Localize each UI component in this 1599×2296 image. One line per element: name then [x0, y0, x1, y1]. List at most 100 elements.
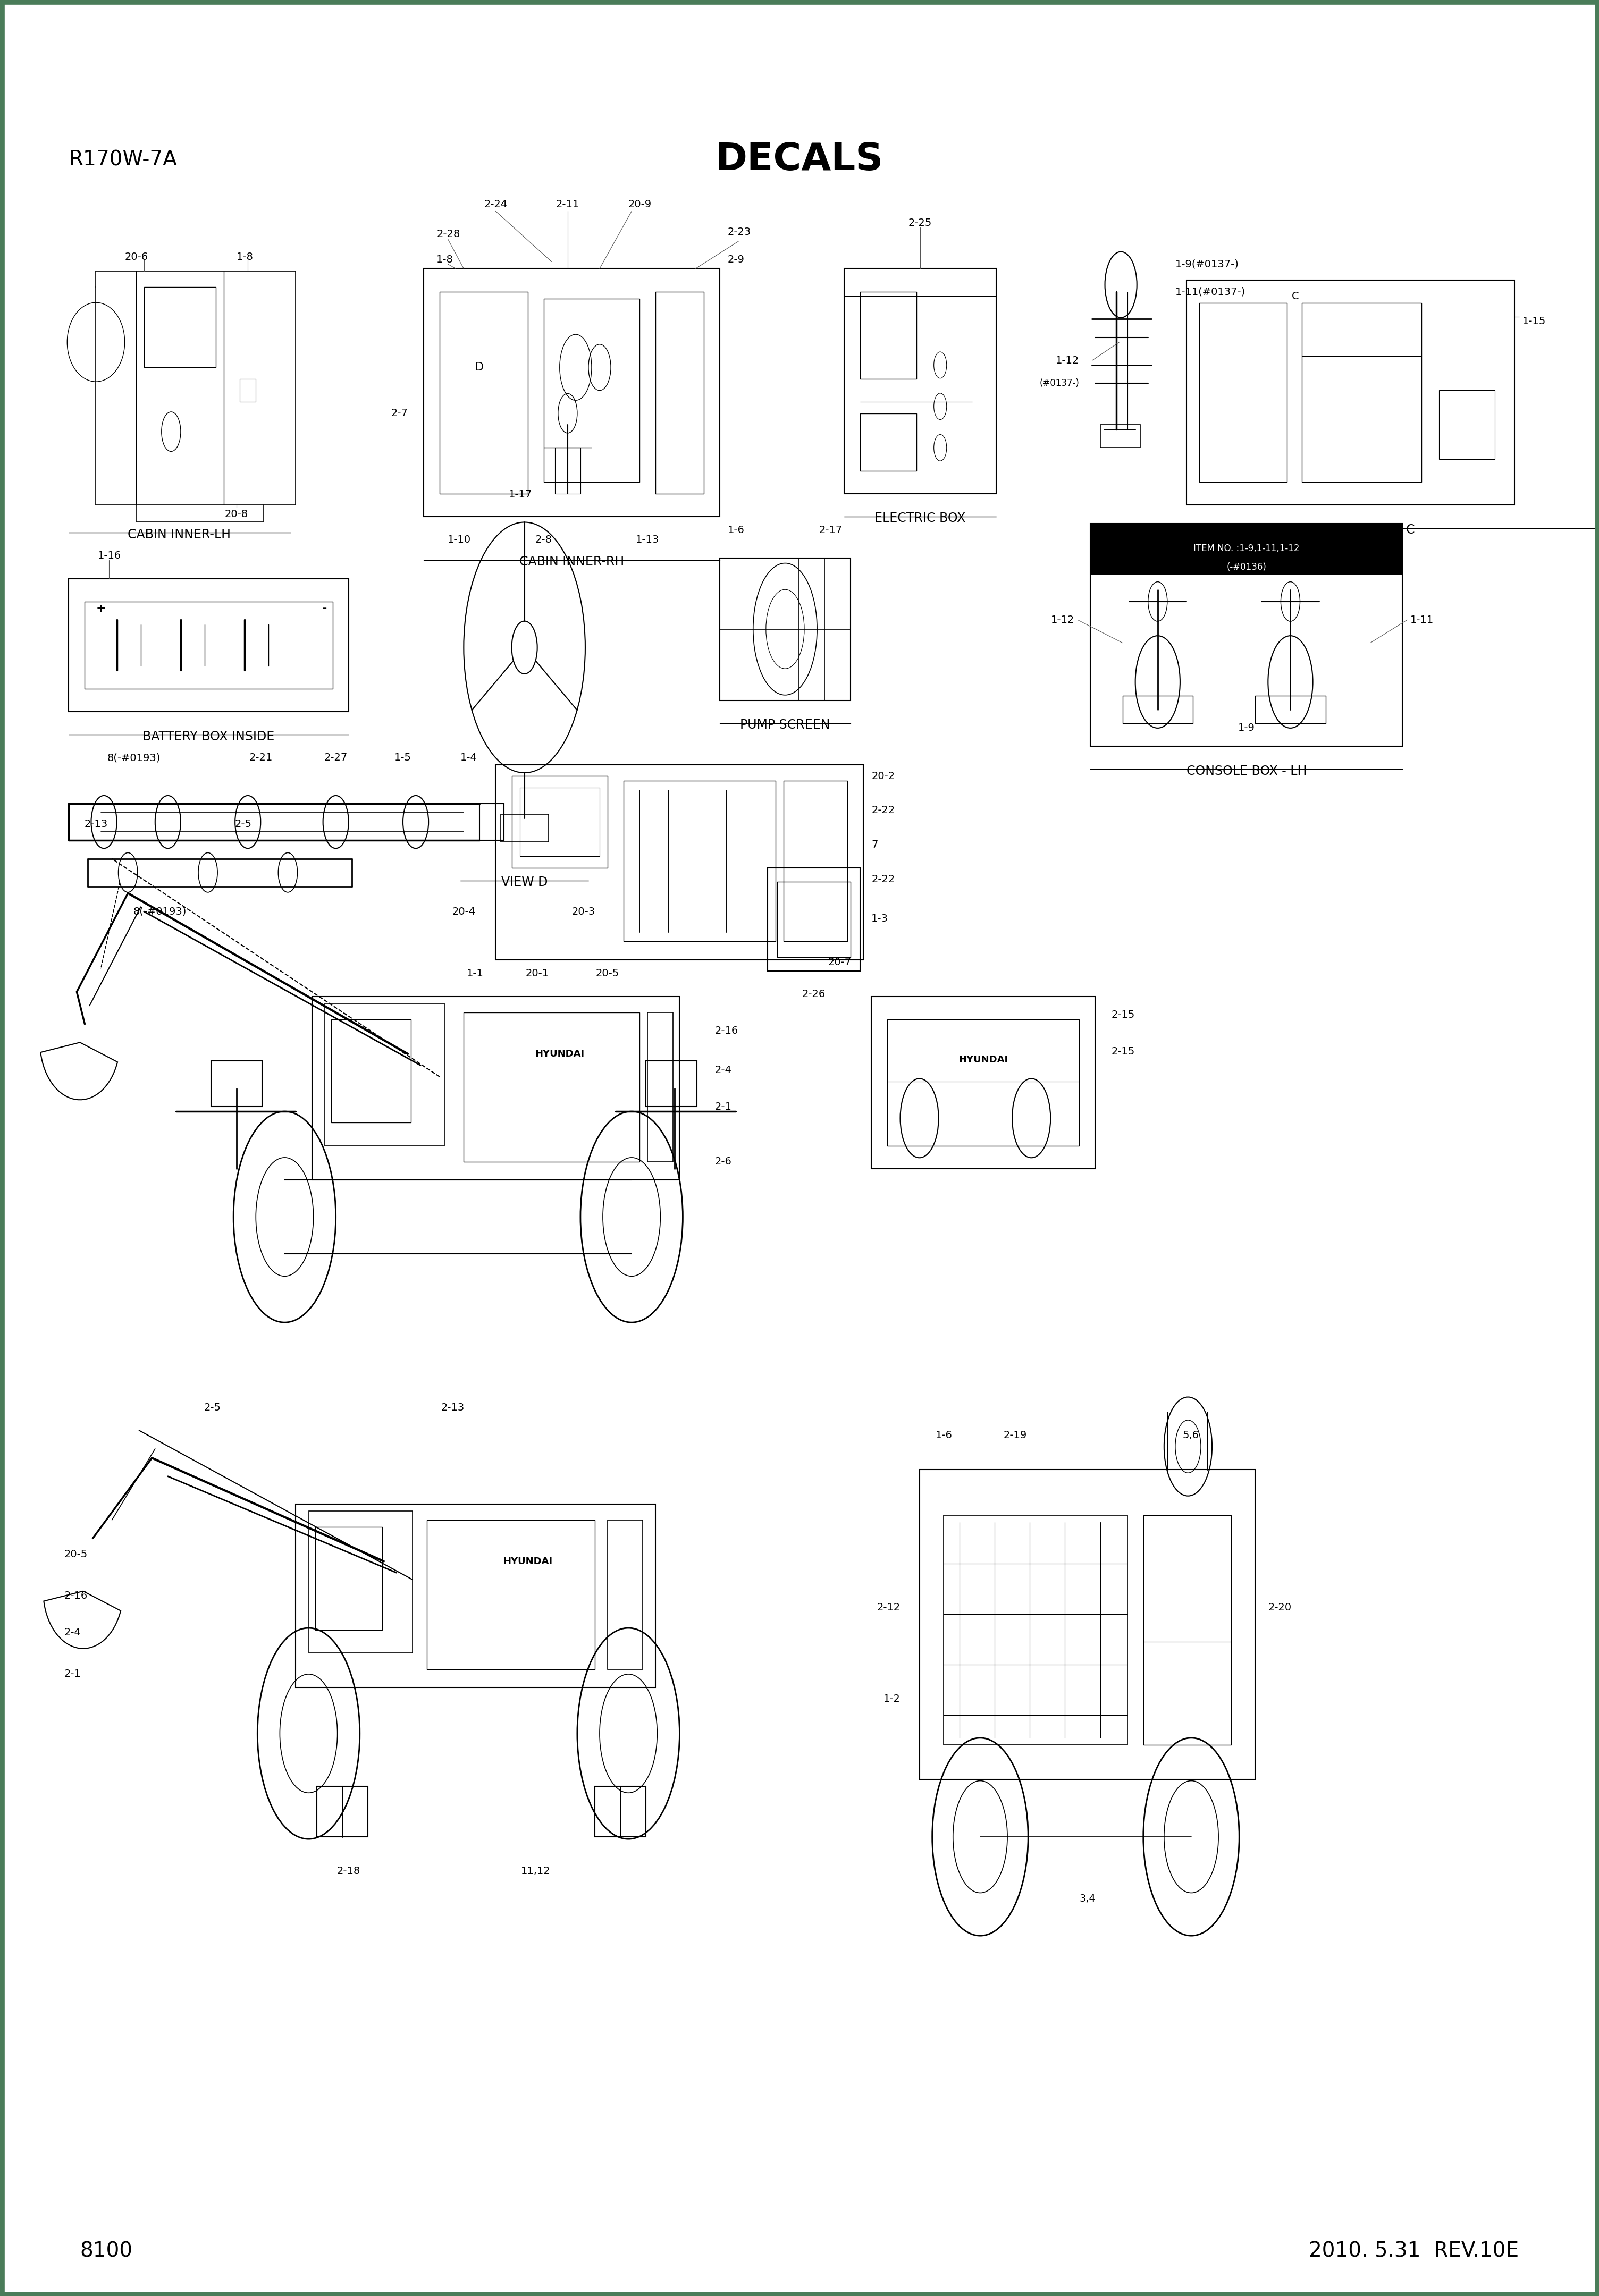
Bar	[784, 781, 847, 941]
Text: 1-11: 1-11	[1410, 615, 1434, 625]
Text: 1-12: 1-12	[1051, 615, 1075, 625]
Bar	[480, 804, 504, 840]
Bar	[646, 1061, 697, 1107]
Bar	[1302, 303, 1422, 482]
Text: R170W-7A: R170W-7A	[69, 149, 177, 170]
Bar	[1143, 1515, 1231, 1745]
Bar	[1255, 696, 1326, 723]
Bar	[309, 1511, 413, 1653]
Text: 20-6: 20-6	[125, 253, 149, 262]
Text: 2-17: 2-17	[819, 526, 843, 535]
Text: 2-4: 2-4	[64, 1628, 82, 1637]
Text: 5,6: 5,6	[1183, 1430, 1199, 1440]
Text: 2-22: 2-22	[871, 806, 895, 815]
Bar	[595, 1786, 646, 1837]
Text: 2-11: 2-11	[556, 200, 579, 209]
Bar	[860, 292, 916, 379]
Text: 2-15: 2-15	[1111, 1047, 1135, 1056]
Text: 20-1: 20-1	[526, 969, 548, 978]
Text: DECALS: DECALS	[715, 142, 884, 177]
Bar	[656, 292, 704, 494]
Text: 2-20: 2-20	[1268, 1603, 1292, 1612]
Bar	[777, 882, 851, 957]
Bar	[240, 379, 256, 402]
Text: 2-22: 2-22	[871, 875, 895, 884]
Text: 2-4: 2-4	[715, 1065, 732, 1075]
Text: 1-8: 1-8	[437, 255, 454, 264]
Bar	[331, 1019, 411, 1123]
Bar	[544, 298, 640, 482]
Text: 1-4: 1-4	[461, 753, 477, 762]
Text: -: -	[321, 604, 328, 613]
Bar	[844, 269, 996, 494]
Text: 2-23: 2-23	[728, 227, 752, 236]
Bar	[520, 788, 600, 856]
Text: 8(-#0193): 8(-#0193)	[107, 753, 160, 762]
Text: 20-9: 20-9	[628, 200, 651, 209]
Text: 1-11(#0137-): 1-11(#0137-)	[1175, 287, 1246, 296]
Text: 2-1: 2-1	[715, 1102, 732, 1111]
Bar	[144, 287, 216, 367]
Bar	[720, 558, 851, 700]
Text: 1-9(#0137-): 1-9(#0137-)	[1175, 259, 1239, 269]
Text: PUMP SCREEN: PUMP SCREEN	[740, 719, 830, 732]
Text: 2-28: 2-28	[437, 230, 461, 239]
Bar	[648, 1013, 673, 1162]
Bar	[624, 781, 776, 941]
Bar	[500, 815, 548, 843]
Text: 8(-#0193): 8(-#0193)	[133, 907, 187, 916]
Text: 1-5: 1-5	[395, 753, 411, 762]
Text: 20-4: 20-4	[453, 907, 475, 916]
Text: 1-3: 1-3	[871, 914, 889, 923]
Bar	[85, 602, 333, 689]
Text: 2-15: 2-15	[1111, 1010, 1135, 1019]
Bar	[496, 765, 863, 960]
Text: 2-5: 2-5	[205, 1403, 221, 1412]
Bar	[1186, 280, 1514, 505]
Text: +: +	[96, 604, 106, 613]
Bar	[919, 1469, 1255, 1779]
Bar	[768, 868, 860, 971]
Text: 2-25: 2-25	[908, 218, 932, 227]
Bar	[312, 996, 680, 1180]
Bar	[440, 292, 528, 494]
Text: 2-7: 2-7	[390, 409, 408, 418]
Bar	[1199, 303, 1287, 482]
Text: 8100: 8100	[80, 2241, 133, 2262]
Text: HYUNDAI: HYUNDAI	[959, 1054, 1007, 1065]
Text: CONSOLE BOX - LH: CONSOLE BOX - LH	[1186, 765, 1306, 778]
Text: 2-16: 2-16	[715, 1026, 739, 1035]
Bar	[1100, 425, 1140, 448]
Text: 3,4: 3,4	[1079, 1894, 1095, 1903]
Text: DETAIL - C: DETAIL - C	[1350, 523, 1415, 537]
Text: HYUNDAI: HYUNDAI	[536, 1049, 584, 1058]
Bar	[860, 413, 916, 471]
Text: 2-24: 2-24	[484, 200, 507, 209]
Bar	[464, 1013, 640, 1162]
Text: 2-13: 2-13	[85, 820, 107, 829]
Text: 1-9: 1-9	[1238, 723, 1255, 732]
Text: 1-6: 1-6	[728, 526, 745, 535]
Text: CABIN INNER-RH: CABIN INNER-RH	[520, 556, 624, 569]
Text: C: C	[1292, 292, 1298, 301]
Text: 2-5: 2-5	[235, 820, 251, 829]
Text: 2-16: 2-16	[64, 1591, 88, 1600]
Text: 1-1: 1-1	[467, 969, 483, 978]
Text: 2-27: 2-27	[325, 753, 347, 762]
Text: 2-13: 2-13	[441, 1403, 464, 1412]
Text: 1-10: 1-10	[448, 535, 472, 544]
Text: 2-6: 2-6	[715, 1157, 732, 1166]
Text: 1-16: 1-16	[98, 551, 122, 560]
Text: 20-7: 20-7	[828, 957, 851, 967]
Bar	[69, 579, 349, 712]
Text: 20-3: 20-3	[572, 907, 595, 916]
Text: 1-2: 1-2	[883, 1694, 900, 1704]
Text: (#0137-): (#0137-)	[1039, 379, 1079, 388]
Text: VIEW D: VIEW D	[500, 877, 548, 889]
Text: 20-2: 20-2	[871, 771, 895, 781]
Text: 20-5: 20-5	[64, 1550, 88, 1559]
Text: 7: 7	[871, 840, 878, 850]
Text: 2-21: 2-21	[249, 753, 272, 762]
Text: HYUNDAI: HYUNDAI	[504, 1557, 552, 1566]
Text: CABIN INNER-LH: CABIN INNER-LH	[128, 528, 230, 542]
